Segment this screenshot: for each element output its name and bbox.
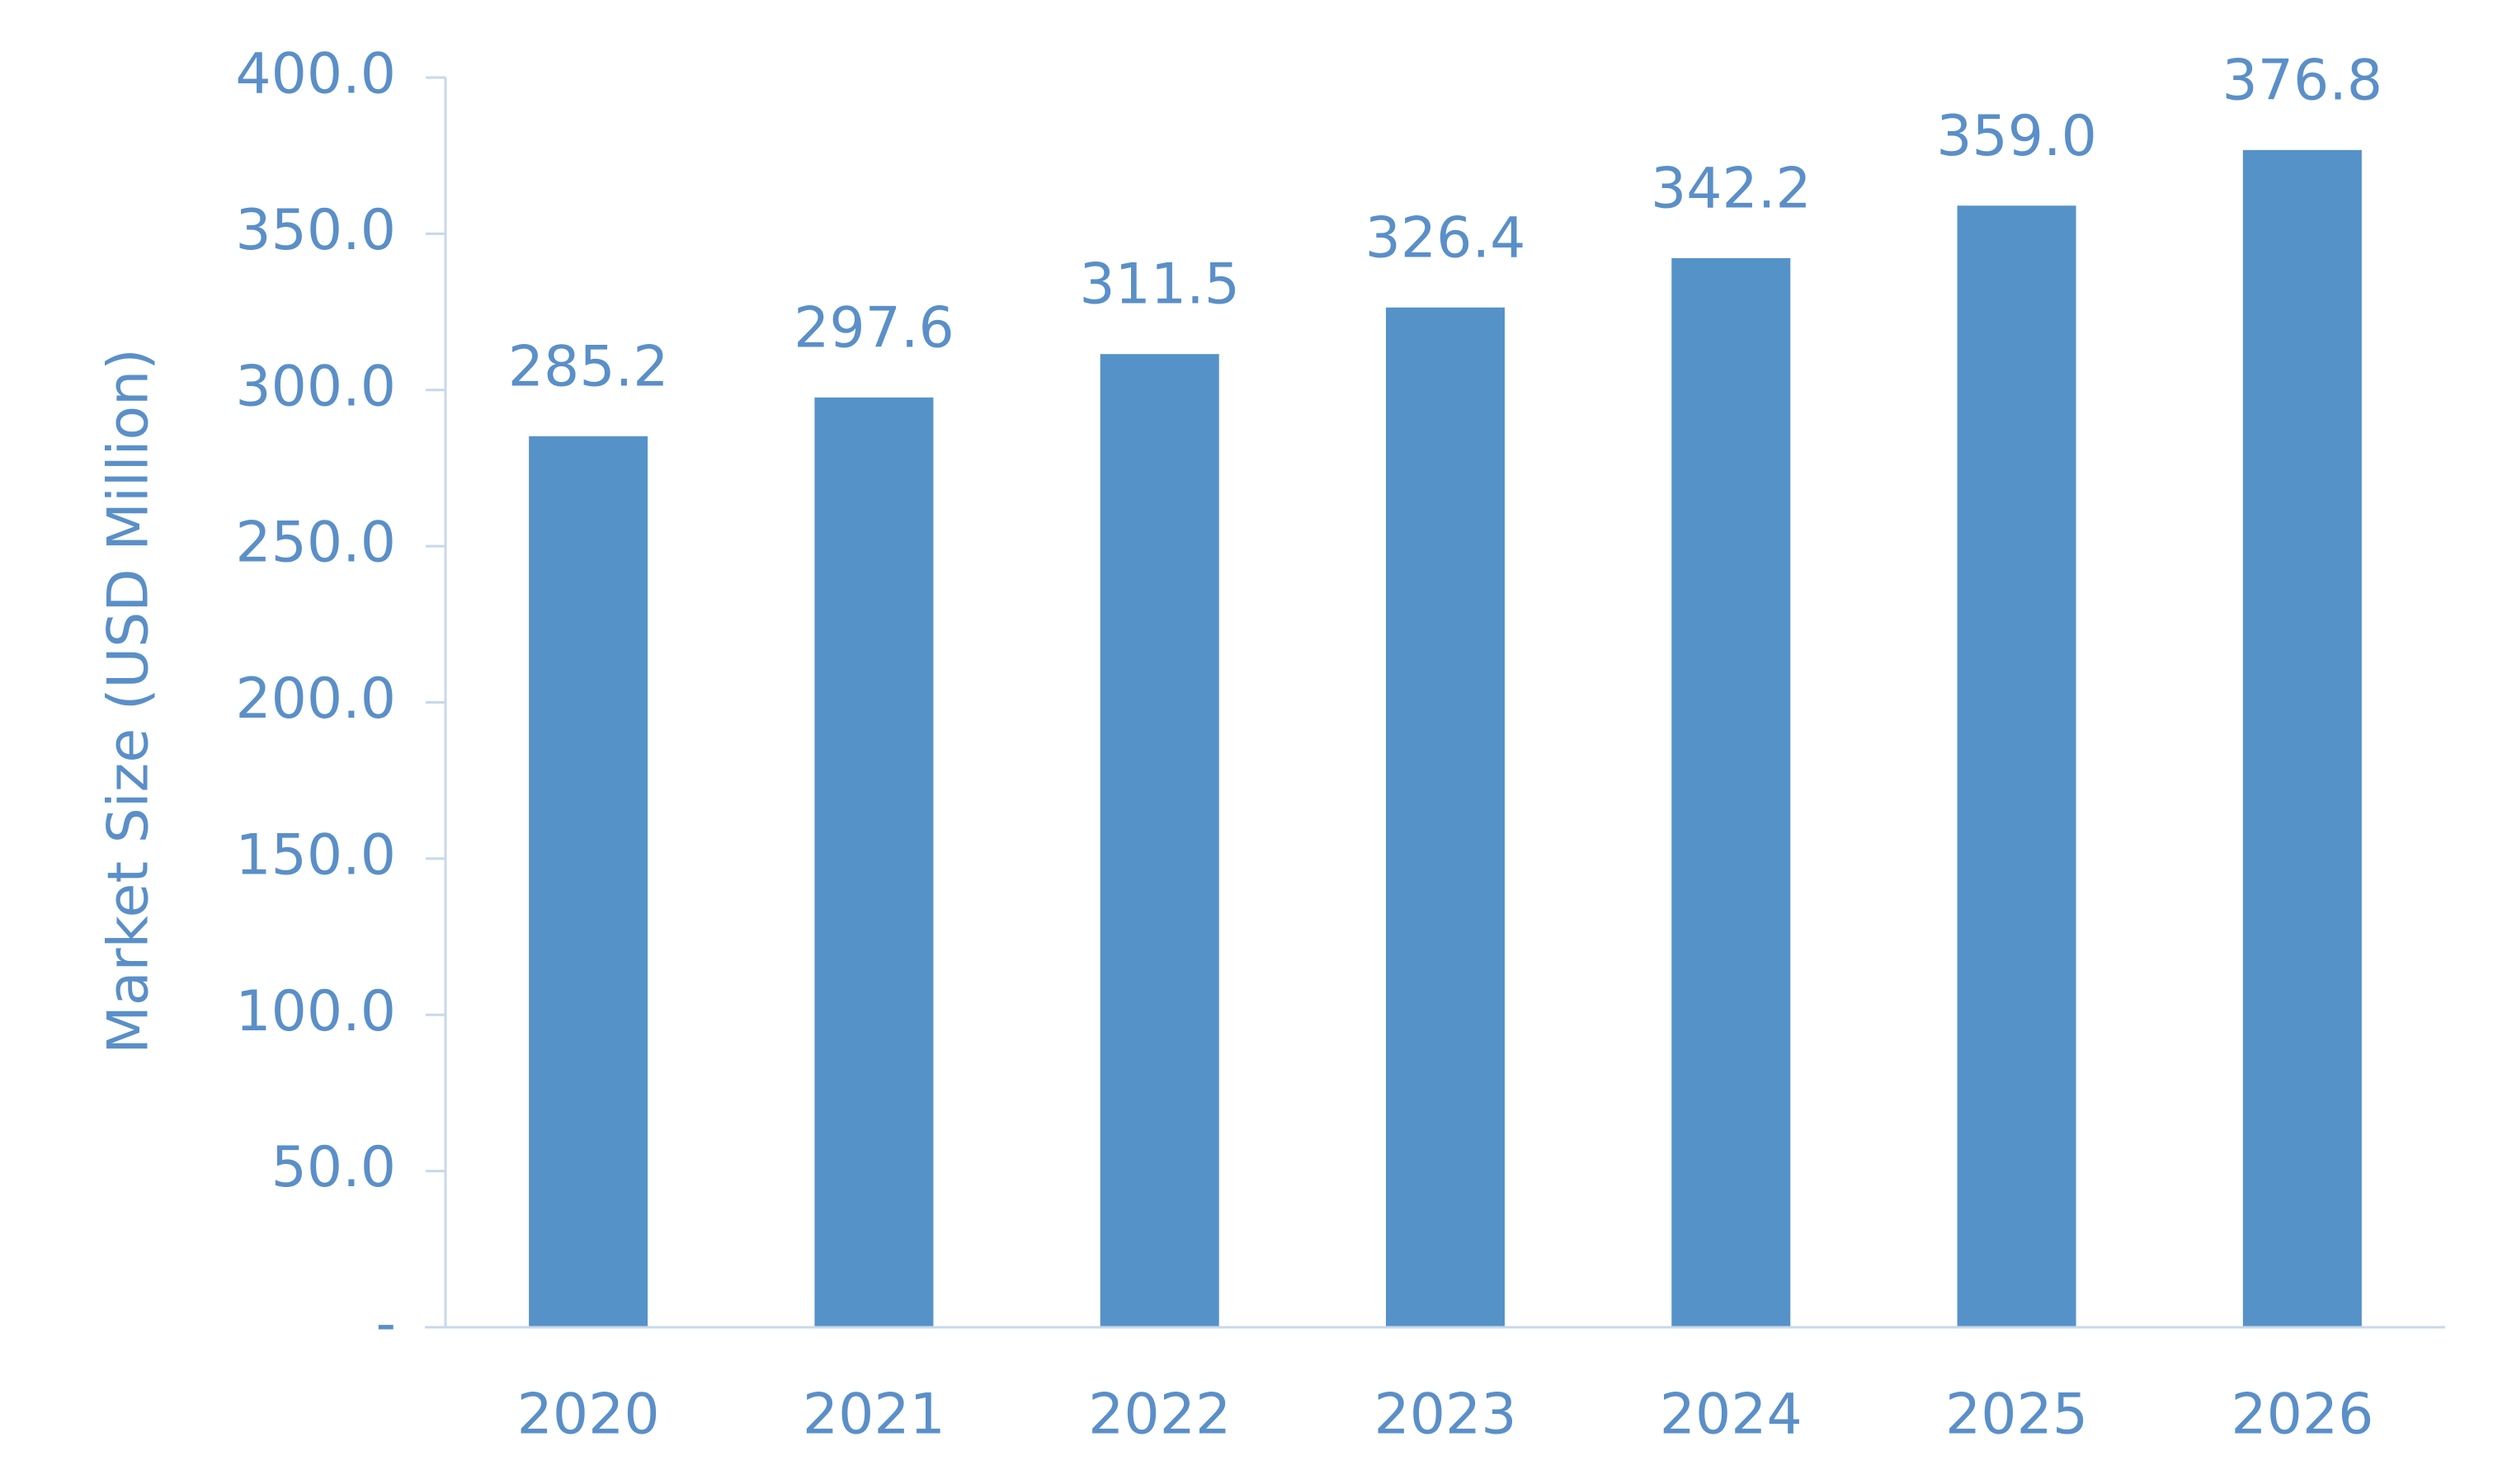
x-tick-label: 2020 xyxy=(517,1383,660,1448)
value-label: 326.4 xyxy=(1365,205,1526,271)
y-tick-label: 50.0 xyxy=(271,1135,396,1200)
y-tick-label: - xyxy=(375,1292,396,1357)
y-tick-label: 200.0 xyxy=(235,667,396,732)
value-label: 285.2 xyxy=(508,334,669,399)
bar xyxy=(1100,354,1219,1328)
value-label: 359.0 xyxy=(1936,104,2097,169)
y-tick-label: 400.0 xyxy=(235,42,396,107)
bar xyxy=(814,397,934,1328)
value-label: 297.6 xyxy=(794,295,954,360)
x-tick-label: 2026 xyxy=(2231,1383,2373,1448)
x-tick-label: 2022 xyxy=(1088,1383,1231,1448)
y-tick-label: 350.0 xyxy=(235,198,396,263)
value-label: 342.2 xyxy=(1651,156,1812,221)
value-label: 376.8 xyxy=(2222,48,2383,113)
x-tick-label: 2025 xyxy=(1945,1383,2088,1448)
x-tick-label: 2021 xyxy=(803,1383,945,1448)
x-tick-label: 2023 xyxy=(1374,1383,1516,1448)
y-tick-label: 150.0 xyxy=(235,822,396,888)
bar xyxy=(1671,257,1791,1328)
y-tick-label: 100.0 xyxy=(235,979,396,1044)
x-tick-label: 2024 xyxy=(1660,1383,1803,1448)
value-label: 311.5 xyxy=(1079,252,1240,318)
y-tick-label: 250.0 xyxy=(235,511,396,576)
bar xyxy=(529,436,648,1328)
bar xyxy=(2242,149,2362,1327)
y-tick-label: 300.0 xyxy=(235,354,396,419)
y-axis-title: Market Size (USD Million) xyxy=(97,348,162,1053)
bar xyxy=(1957,205,2076,1328)
bar xyxy=(1386,307,1505,1327)
